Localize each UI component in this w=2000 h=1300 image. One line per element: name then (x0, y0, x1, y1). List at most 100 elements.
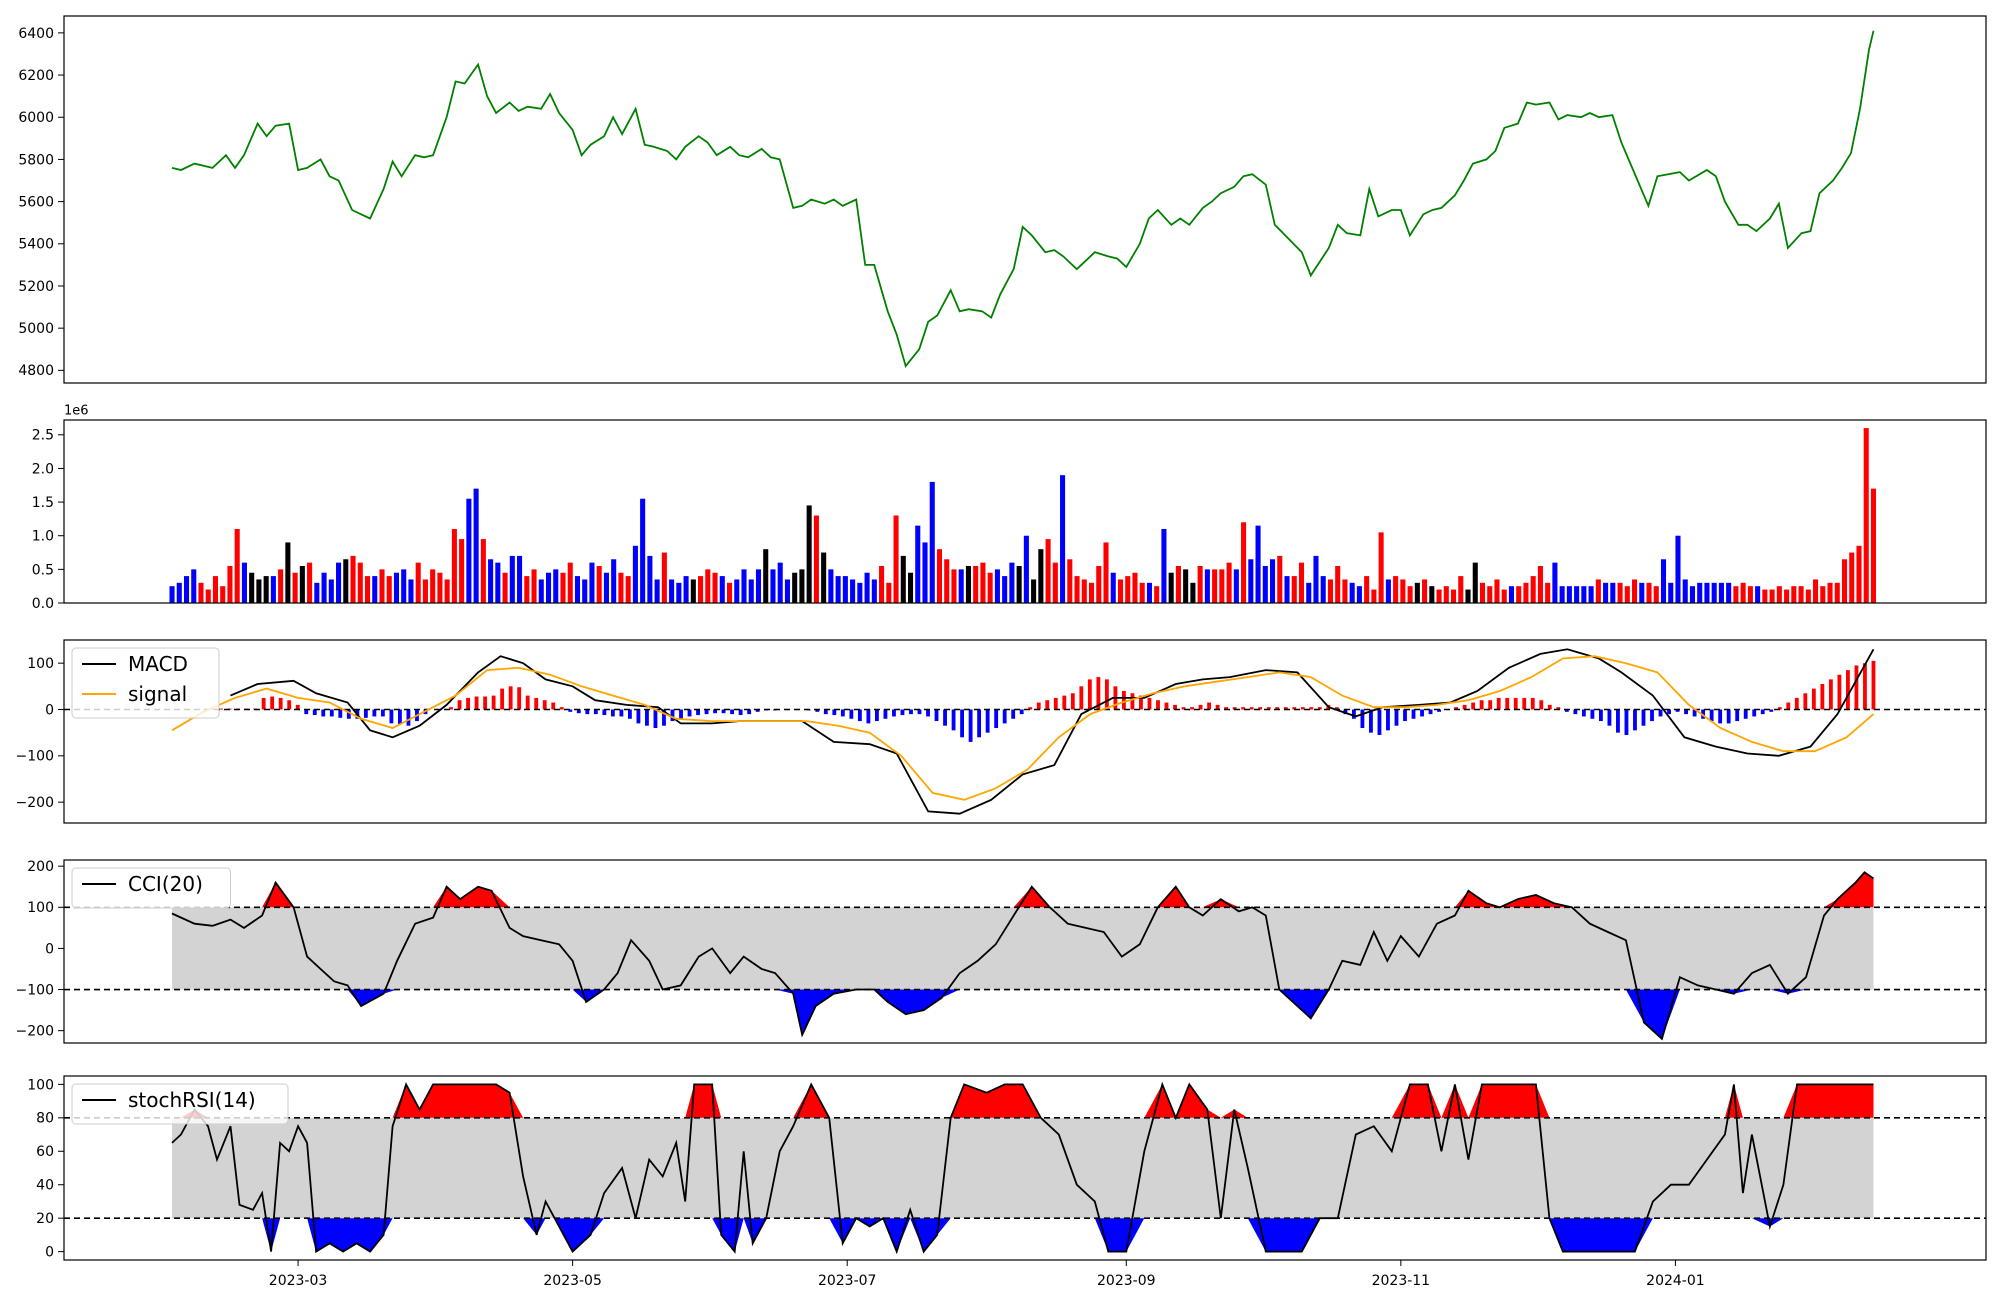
volume-bar (690, 579, 696, 603)
macd-histogram-bar (508, 686, 513, 710)
macd-histogram-bar (1675, 709, 1680, 712)
macd-histogram-bar (1062, 695, 1067, 710)
macd-histogram-bar (295, 704, 300, 710)
macd-histogram-bar (849, 709, 854, 719)
macd-histogram-bar (1752, 709, 1757, 717)
volume-bar (1776, 586, 1782, 603)
macd-histogram-bar (1309, 707, 1314, 710)
volume-bar (191, 569, 197, 603)
volume-bar (1016, 565, 1022, 603)
macd-histogram-bar (372, 709, 377, 717)
plot-frame (63, 419, 1987, 604)
y-tick-label: 60 (36, 1144, 54, 1160)
macd-histogram-bar (321, 709, 326, 717)
y-tick-label: 40 (36, 1178, 54, 1194)
volume-bar (589, 562, 595, 603)
macd-histogram-bar (1462, 704, 1467, 710)
macd-histogram-bar (1036, 702, 1041, 710)
volume-bar (669, 579, 675, 603)
volume-bar (929, 481, 935, 603)
volume-bar (1175, 565, 1181, 603)
volume-bar (1298, 562, 1305, 603)
y-tick-label: 5000 (18, 321, 54, 337)
volume-bar (1711, 582, 1717, 603)
y-tick-label: 5600 (18, 195, 54, 211)
volume-bar (401, 569, 407, 603)
macd-histogram-bar (1317, 707, 1322, 710)
macd-histogram-bar (1871, 660, 1876, 710)
y-tick-label: −200 (16, 795, 54, 811)
volume-bar (1161, 528, 1167, 603)
macd-histogram-bar (363, 709, 368, 718)
macd-histogram-bar (1837, 674, 1842, 710)
macd-histogram-bar (738, 709, 743, 716)
volume-bar (813, 515, 819, 603)
macd-histogram-bar (892, 709, 896, 717)
volume-bar (640, 498, 646, 603)
volume-bar (1284, 576, 1290, 603)
macd-histogram-bar (1411, 709, 1416, 719)
volume-bar (393, 572, 400, 603)
volume-bar (1856, 545, 1862, 603)
macd-histogram-bar (1300, 707, 1305, 710)
volume-bar (241, 562, 247, 603)
volume-bar (466, 498, 472, 603)
y-tick-label: −200 (16, 1024, 54, 1040)
volume-bar (1356, 586, 1362, 603)
macd-histogram-bar (1386, 709, 1390, 731)
volume-bar (1603, 582, 1609, 603)
volume-bar (415, 562, 421, 603)
price-panel: 4800 5000 5200 5400 5600 5800 6000 6200 6400 (18, 15, 1987, 384)
volume-bar (1378, 532, 1384, 603)
macd-histogram-bar (1079, 686, 1084, 710)
volume-bar (437, 572, 443, 603)
plot-area (64, 16, 1986, 383)
volume-bar (1827, 582, 1833, 603)
macd-histogram-bar (1053, 697, 1058, 710)
macd-histogram-bar (1428, 709, 1433, 715)
indicator-line (171, 871, 1875, 1041)
volume-bar (1139, 582, 1145, 603)
volume-bar (850, 579, 856, 603)
macd-histogram-bar (1096, 677, 1101, 710)
volume-bar (1154, 586, 1160, 603)
macd-histogram-bar (449, 707, 453, 710)
volume-bar (307, 562, 313, 603)
y-tick-label: 0 (45, 702, 54, 718)
volume-bar (1646, 582, 1652, 603)
volume-bar (451, 528, 457, 603)
volume-bar (980, 562, 986, 603)
macd-histogram-bar (815, 709, 820, 712)
macd-histogram-bar (900, 709, 905, 716)
macd-histogram-bar (406, 709, 411, 726)
volume-bar (618, 572, 624, 603)
volume-bar (1327, 579, 1333, 603)
volume-bar (1516, 586, 1522, 603)
volume-bar (1508, 586, 1514, 603)
volume-bar (1031, 579, 1037, 603)
volume-bar (1784, 589, 1790, 603)
volume-bar (1407, 586, 1413, 603)
volume-bar (1270, 559, 1276, 603)
macd-histogram-bar (1786, 702, 1791, 710)
macd-histogram-bar (1692, 709, 1697, 717)
volume-bar (1472, 562, 1478, 603)
volume-bar (719, 576, 725, 603)
macd-histogram-bar (627, 709, 632, 719)
volume-bar (343, 559, 349, 603)
macd-histogram-bar (1130, 693, 1135, 710)
macd-histogram-bar (1104, 679, 1109, 710)
volume-bar (1219, 569, 1225, 603)
plot-area (64, 640, 1986, 823)
volume-bar (835, 576, 841, 603)
volume-bar (661, 552, 667, 603)
volume-bar (372, 576, 378, 603)
volume-bar (1436, 589, 1442, 603)
volume-bar (183, 576, 190, 603)
macd-histogram-bar (1215, 704, 1220, 710)
volume-bar (1443, 586, 1449, 603)
y-tick-label: 0.5 (32, 562, 54, 578)
volume-bar (1668, 582, 1674, 603)
volume-bar (1190, 582, 1196, 603)
macd-histogram-bar (1122, 690, 1126, 710)
